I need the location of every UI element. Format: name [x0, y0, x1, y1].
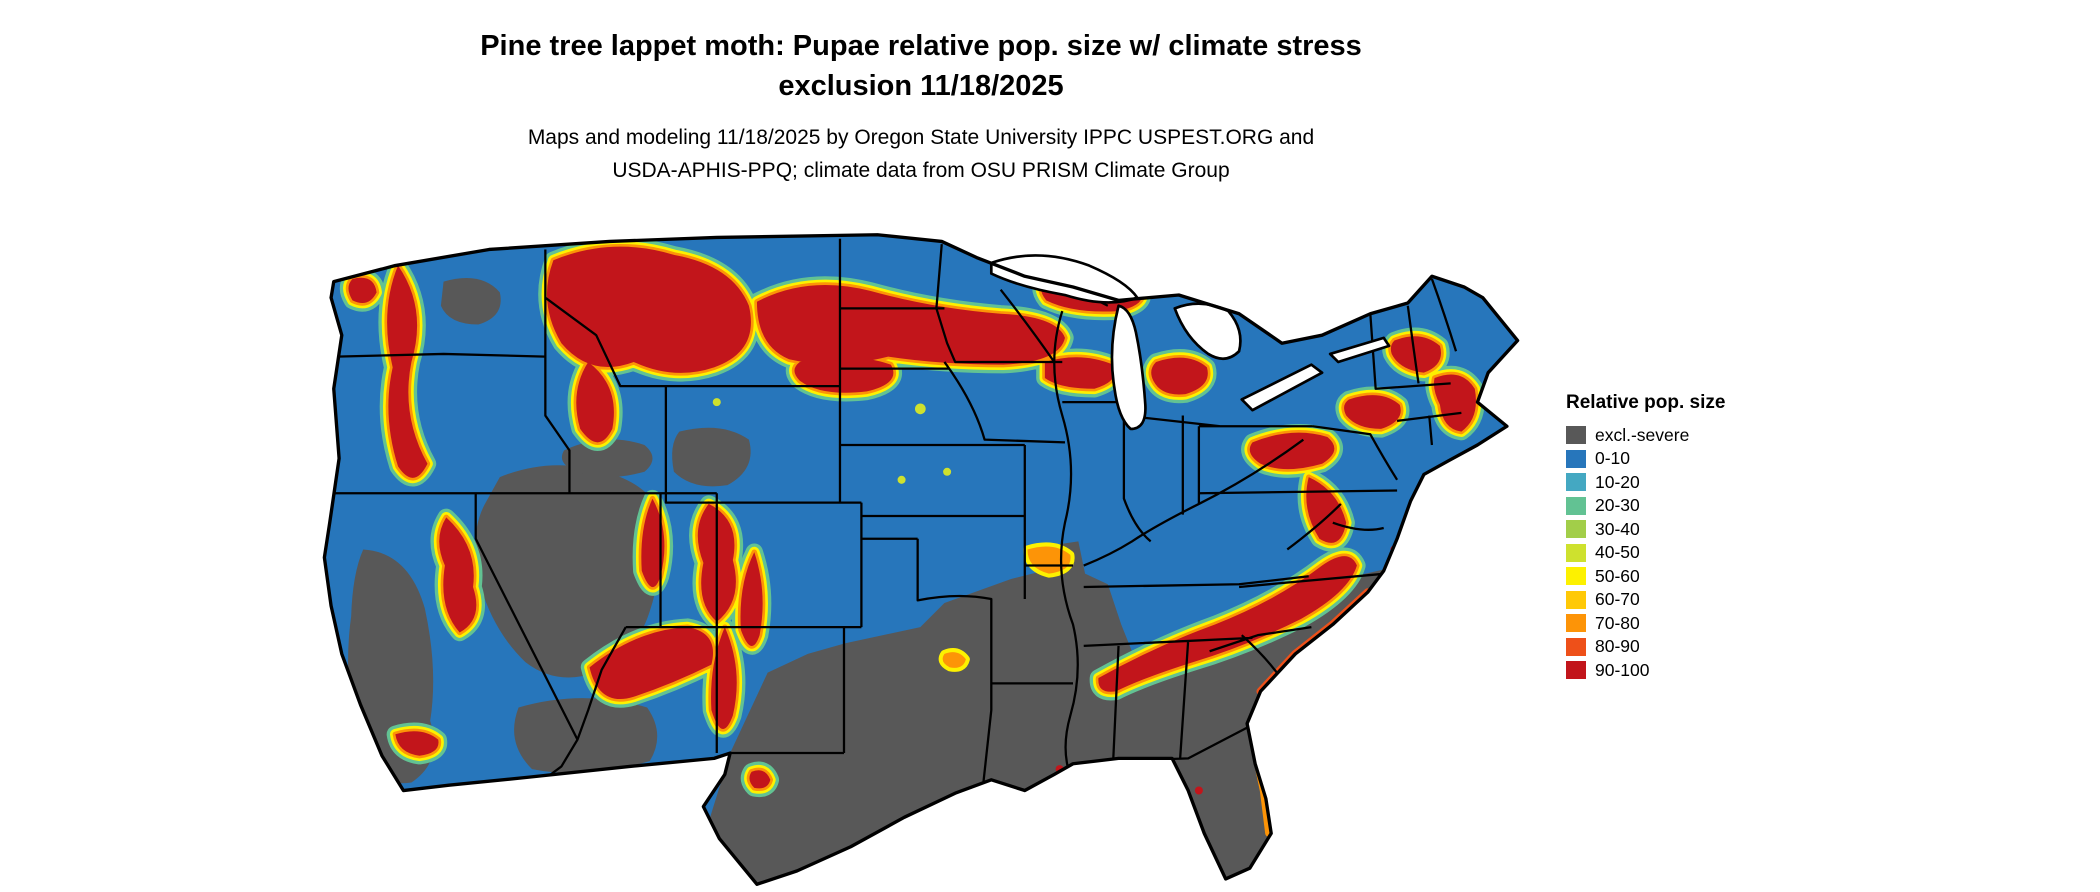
figure-subtitle: Maps and modeling 11/18/2025 by Oregon S… — [141, 121, 1701, 187]
subtitle-line-1: Maps and modeling 11/18/2025 by Oregon S… — [527, 126, 1315, 149]
lake-ontario — [1328, 336, 1391, 364]
legend-label: 70-80 — [1595, 612, 1640, 633]
title-line-2: exclusion 11/18/2025 — [778, 70, 1064, 102]
speckle — [897, 475, 906, 484]
legend-item: 50-60 — [1566, 565, 1725, 586]
speckle — [914, 403, 926, 415]
lake-michigan — [1110, 304, 1147, 431]
excluded-snake-river-plain — [561, 439, 653, 478]
legend-swatch-svg — [1566, 614, 1586, 632]
legend-item: 40-50 — [1566, 542, 1725, 562]
subtitle-line-2: USDA-APHIS-PPQ; climate data from OSU PR… — [612, 159, 1230, 182]
legend-swatch — [1566, 590, 1586, 609]
excluded-columbia-basin — [440, 278, 501, 325]
legend-item: 70-80 — [1566, 612, 1725, 633]
legend-swatch-svg — [1566, 543, 1586, 562]
legend-label: 40-50 — [1595, 542, 1640, 562]
great-lakes — [989, 254, 1391, 431]
excluded-southwest-desert — [514, 698, 658, 773]
legend-label: excl.-severe — [1595, 424, 1690, 445]
title-line-1: Pine tree lappet moth: Pupae relative po… — [480, 30, 1362, 62]
speckle — [943, 467, 952, 476]
legend-swatch-svg — [1566, 520, 1586, 538]
legend-title: Relative pop. size — [1566, 392, 1726, 413]
excluded-southwest-wyoming — [672, 427, 751, 487]
legend-item: excl.-severe — [1566, 424, 1725, 445]
legend-label: 30-40 — [1595, 518, 1640, 539]
legend-item: 80-90 — [1566, 636, 1725, 656]
legend-swatch-svg — [1566, 449, 1586, 468]
legend-item: 20-30 — [1566, 495, 1725, 515]
legend-swatch — [1566, 520, 1586, 538]
legend-item: 60-70 — [1566, 589, 1725, 609]
legend-label: 50-60 — [1595, 565, 1640, 586]
figure-title: Pine tree lappet moth: Pupae relative po… — [141, 26, 1701, 106]
legend-label: 90-100 — [1595, 659, 1650, 680]
map-legend: Relative pop. size excl.-severe 0-10 10-… — [1566, 392, 1725, 685]
legend-swatch — [1566, 426, 1586, 444]
legend-label: 60-70 — [1595, 589, 1640, 609]
excluded-great-basin — [475, 465, 662, 678]
legend-label: 20-30 — [1595, 495, 1640, 515]
legend-swatch-svg — [1566, 637, 1586, 656]
legend-swatch — [1566, 473, 1586, 491]
lake-erie — [1240, 363, 1324, 412]
legend-swatch-svg — [1566, 590, 1586, 609]
legend-swatch-svg — [1566, 496, 1586, 515]
moderate-population-speckles — [712, 398, 952, 484]
legend-swatch-svg — [1566, 426, 1586, 444]
legend-swatch — [1566, 637, 1586, 656]
hotspot-dot — [1194, 786, 1203, 795]
legend-swatch — [1566, 496, 1586, 515]
legend-swatch — [1566, 543, 1586, 562]
legend-label: 0-10 — [1595, 448, 1631, 468]
legend-label: 10-20 — [1595, 471, 1640, 492]
legend-item: 30-40 — [1566, 518, 1725, 539]
legend-item: 10-20 — [1566, 471, 1725, 492]
legend-swatch-svg — [1566, 661, 1586, 679]
legend-swatch-svg — [1566, 473, 1586, 491]
state-boundaries — [333, 238, 1462, 797]
legend-swatch — [1566, 567, 1586, 585]
legend-item: 90-100 — [1566, 659, 1725, 680]
us-choropleth-map — [322, 233, 1520, 886]
legend-label: 80-90 — [1595, 636, 1640, 656]
legend-swatch — [1566, 449, 1586, 468]
speckle — [712, 398, 721, 407]
legend-item: 0-10 — [1566, 448, 1725, 468]
legend-swatch-svg — [1566, 567, 1586, 585]
legend-swatch — [1566, 661, 1586, 679]
legend-swatch — [1566, 614, 1586, 632]
